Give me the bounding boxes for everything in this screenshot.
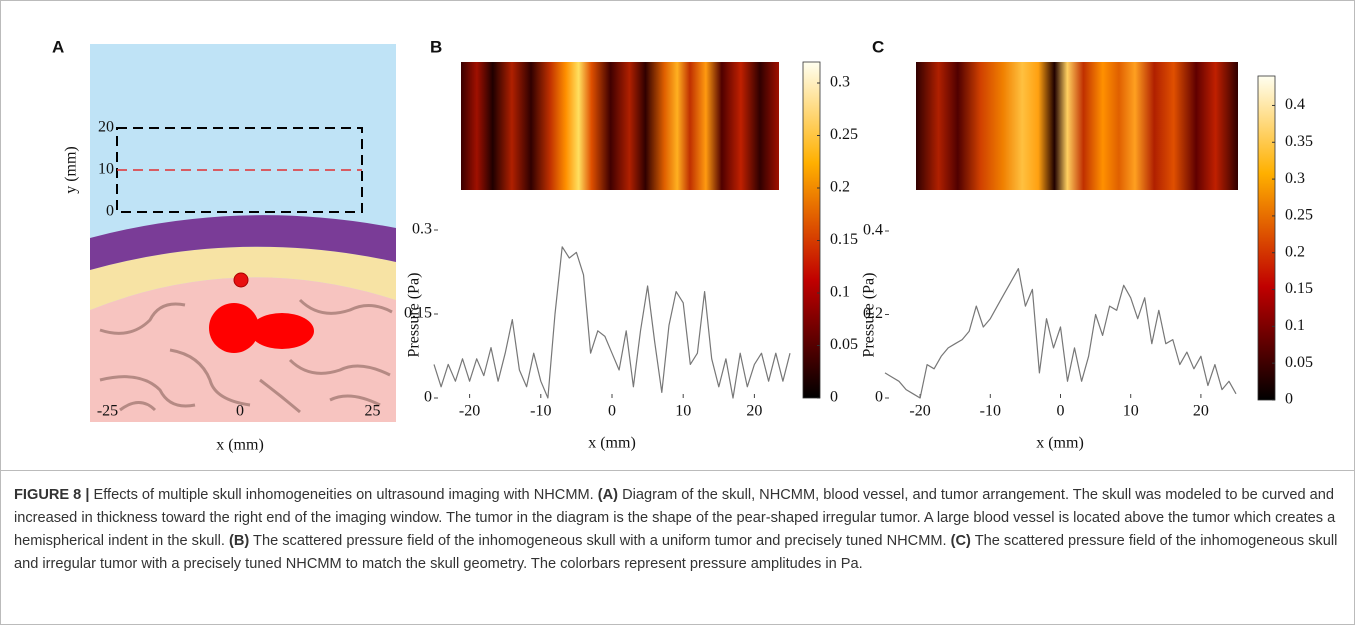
x-tick-label: 0 [608, 403, 616, 420]
colorbar-tick-label: 0.3 [1285, 170, 1305, 187]
colorbar-tick-label: 0.35 [1285, 133, 1313, 150]
x-tick-label: 10 [675, 403, 691, 420]
x-axis-label: x (mm) [588, 435, 636, 452]
x-tick-label: 10 [1123, 403, 1139, 420]
colorbar-tick-label: 0.1 [1285, 317, 1305, 334]
colorbar-tick-label: 0.15 [1285, 280, 1313, 297]
caption-text: The scattered pressure field of the inho… [14, 533, 1338, 572]
y-tick-label: 0.15 [404, 305, 432, 322]
colorbar [1257, 75, 1276, 401]
panel-label: B [430, 37, 442, 56]
colorbar-tick-label: 0.4 [1285, 96, 1305, 113]
x-tick-label: -25 [97, 403, 118, 420]
x-tick-label: -10 [980, 403, 1001, 420]
pressure-line [433, 246, 791, 399]
vessel [233, 272, 249, 288]
y-tick-label: 0.2 [863, 305, 883, 322]
colorbar-tick-label: 0.05 [1285, 354, 1313, 371]
heatmap [916, 62, 1238, 190]
separator [0, 470, 1355, 471]
tumor [250, 313, 314, 349]
x-axis-label: x (mm) [1036, 435, 1084, 452]
y-axis-label: Pressure (Pa) [406, 273, 423, 358]
x-axis-label: x (mm) [216, 437, 264, 454]
figure-label: FIGURE 8 | [14, 487, 90, 503]
caption-panel: (B) [228, 533, 250, 549]
blood-vessels [99, 298, 393, 414]
colorbar-tick-label: 0.25 [1285, 207, 1313, 224]
caption-text: Diagram of the skull, NHCMM, blood vesse… [14, 487, 1336, 549]
colorbar-tick-label: 0.25 [830, 126, 858, 143]
y-tick-label: 0 [106, 203, 114, 220]
caption-text: The scattered pressure field of the inho… [253, 533, 947, 549]
y-tick-label: 20 [98, 119, 114, 136]
y-axis-label: Pressure (Pa) [861, 273, 878, 358]
colorbar-tick-label: 0.1 [830, 284, 850, 301]
skull-layer [90, 246, 396, 310]
colorbar-tick-label: 0 [830, 389, 838, 406]
colorbar-tick-label: 0.2 [830, 179, 850, 196]
x-tick-label: 0 [1057, 403, 1065, 420]
colorbar-tick-label: 0.15 [830, 231, 858, 248]
x-tick-label: 20 [1193, 403, 1209, 420]
y-axis-label: y (mm) [63, 146, 80, 194]
colorbar-tick-label: 0.2 [1285, 243, 1305, 260]
heatmap [461, 62, 779, 190]
y-tick-label: 0.3 [412, 221, 432, 238]
colorbar-tick-label: 0.05 [830, 336, 858, 353]
panel-label: A [52, 37, 64, 56]
x-tick-label: 20 [746, 403, 762, 420]
colorbar-tick-label: 0.3 [830, 74, 850, 91]
x-tick-label: -20 [909, 403, 930, 420]
caption-panel: (C) [950, 533, 971, 549]
caption: FIGURE 8 | Effects of multiple skull inh… [14, 484, 1339, 576]
x-tick-label: 0 [236, 403, 244, 420]
colorbar-tick-label: 0 [1285, 391, 1293, 408]
caption-panel: (A) [597, 487, 619, 503]
y-tick-label: 0 [424, 389, 432, 406]
y-tick-label: 0 [875, 389, 883, 406]
tumor [209, 303, 259, 353]
skull [90, 215, 396, 270]
y-tick-label: 0.4 [863, 222, 883, 239]
caption-text: Effects of multiple skull inhomogeneitie… [93, 487, 594, 503]
pressure-line [884, 268, 1237, 399]
x-tick-label: 25 [365, 403, 381, 420]
panel-label: C [872, 37, 884, 56]
colorbar [802, 61, 821, 399]
figure: A y (mm) x (mm) 0 10 20 -25 0 25 B Pressure (Pa… [52, 37, 1313, 454]
x-tick-label: -10 [530, 403, 551, 420]
x-tick-label: -20 [459, 403, 480, 420]
y-tick-label: 10 [98, 161, 114, 178]
